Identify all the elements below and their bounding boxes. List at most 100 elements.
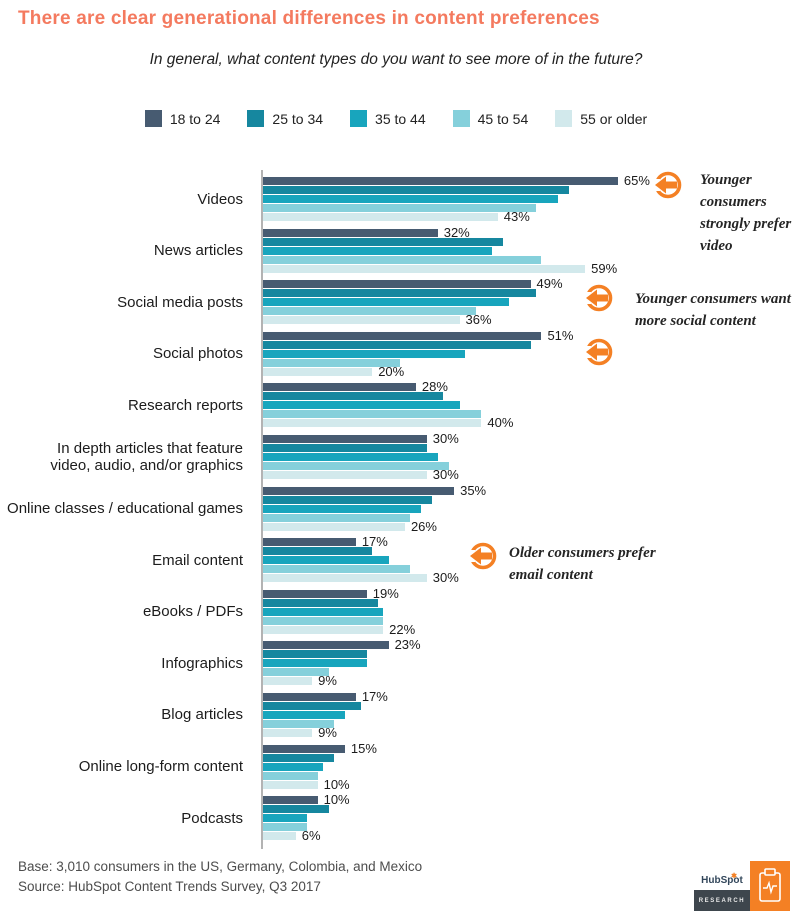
bar-value-label: 17% bbox=[361, 688, 388, 704]
bar-55-or-older bbox=[263, 419, 482, 428]
bar-group: 15% 10% bbox=[263, 742, 377, 792]
bar-55-or-older bbox=[263, 832, 296, 841]
legend-label: 55 or older bbox=[580, 110, 648, 127]
bar-25-to-34 bbox=[263, 340, 531, 349]
bar-18-to-24 bbox=[263, 331, 542, 340]
bar-group: 23% 9% bbox=[263, 637, 421, 687]
bar-value-label: 40% bbox=[487, 415, 514, 431]
legend-item: 35 to 44 bbox=[350, 110, 426, 127]
bar-line: 36% bbox=[263, 313, 563, 326]
bar-55-or-older bbox=[263, 574, 427, 583]
bar-18-to-24 bbox=[263, 280, 531, 289]
bar-line bbox=[263, 710, 388, 719]
bar-group: 19% 22% bbox=[263, 585, 416, 637]
bar-line bbox=[263, 358, 573, 367]
circle-arrow-left-icon bbox=[653, 170, 683, 200]
category-label: eBooks / PDFs bbox=[0, 603, 252, 620]
legend-item: 25 to 34 bbox=[247, 110, 323, 127]
bar-35-to-44 bbox=[263, 349, 466, 358]
chart-legend: 18 to 24 25 to 34 35 to 44 45 to 54 55 or ol… bbox=[0, 110, 792, 127]
bar-line: 30% bbox=[263, 432, 459, 445]
bar-group: 32% 59% bbox=[263, 226, 618, 276]
bar-line bbox=[263, 650, 421, 659]
bar-value-label: 23% bbox=[394, 637, 421, 653]
bar-55-or-older bbox=[263, 367, 373, 376]
legend-item: 18 to 24 bbox=[144, 110, 220, 127]
bar-line: 9% bbox=[263, 674, 421, 687]
category-group: Social photos 51% 20% bbox=[0, 329, 792, 378]
bar-25-to-34 bbox=[263, 753, 334, 762]
bar-line bbox=[263, 443, 459, 452]
bar-line bbox=[263, 401, 513, 410]
bar-45-to-54 bbox=[263, 307, 476, 316]
bar-55-or-older bbox=[263, 780, 318, 789]
annotation-social: Younger consumers want more social conte… bbox=[635, 291, 791, 329]
bar-line: 22% bbox=[263, 621, 416, 637]
bar-group: 51% 20% bbox=[263, 329, 573, 378]
bar-line bbox=[263, 452, 459, 461]
bar-18-to-24 bbox=[263, 589, 367, 598]
category-group: eBooks / PDFs 19% 22% bbox=[0, 585, 792, 637]
bar-35-to-44 bbox=[263, 298, 509, 307]
circle-arrow-left-icon bbox=[468, 541, 498, 571]
bar-line: 15% bbox=[263, 742, 377, 755]
bar-line: 10% bbox=[263, 776, 377, 792]
bar-line: 10% bbox=[263, 793, 350, 806]
category-label: Podcasts bbox=[0, 810, 252, 827]
bar-line: 59% bbox=[263, 260, 618, 276]
bar-55-or-older bbox=[263, 316, 460, 325]
hubspot-research-logo: HubSpot ✱ RESEARCH bbox=[694, 861, 790, 911]
bar-line bbox=[263, 461, 459, 470]
bar-line bbox=[263, 298, 563, 307]
category-label-text: Podcasts bbox=[181, 809, 243, 827]
bar-25-to-34 bbox=[263, 598, 378, 607]
bar-line bbox=[263, 659, 421, 668]
bar-18-to-24 bbox=[263, 228, 438, 237]
bar-value-label: 22% bbox=[389, 621, 416, 637]
bar-value-label: 59% bbox=[591, 260, 618, 276]
bar-line bbox=[263, 607, 415, 616]
bar-45-to-54 bbox=[263, 668, 329, 677]
bar-group: 17% 30% bbox=[263, 535, 459, 584]
bar-line bbox=[263, 805, 350, 814]
bar-line: 9% bbox=[263, 726, 388, 739]
category-label-text: Social photos bbox=[152, 345, 243, 363]
category-label: Research reports bbox=[0, 397, 252, 414]
bar-line: 17% bbox=[263, 535, 459, 548]
bar-25-to-34 bbox=[263, 237, 504, 246]
bar-line bbox=[263, 701, 388, 710]
bar-value-label: 43% bbox=[503, 209, 530, 224]
bar-group: 30% 30% bbox=[263, 432, 459, 481]
category-label: Infographics bbox=[0, 655, 252, 672]
bar-line bbox=[263, 814, 350, 823]
bar-line bbox=[263, 204, 650, 212]
logo-brand-label: HubSpot bbox=[701, 875, 743, 886]
category-label-text: Blog articles bbox=[161, 706, 243, 724]
bar-value-label: 19% bbox=[372, 585, 399, 601]
annotation-video: Younger consumers strongly prefer video bbox=[700, 172, 792, 254]
bar-line bbox=[263, 410, 513, 419]
bar-line: 17% bbox=[263, 688, 388, 704]
category-group: Videos 65% 43% bbox=[0, 174, 792, 224]
category-group: Social media posts 49% 36% bbox=[0, 277, 792, 326]
bar-55-or-older bbox=[263, 264, 586, 273]
bar-line: 30% bbox=[263, 571, 459, 584]
bar-35-to-44 bbox=[263, 246, 493, 255]
bar-line bbox=[263, 616, 415, 625]
bar-line bbox=[263, 753, 377, 762]
legend-swatch bbox=[555, 110, 573, 127]
bar-line bbox=[263, 771, 377, 780]
bar-group: 35% 26% bbox=[263, 484, 486, 533]
bar-45-to-54 bbox=[263, 771, 318, 780]
category-label-text: News articles bbox=[153, 242, 243, 260]
category-label-text: Social media posts bbox=[117, 293, 243, 311]
bar-line bbox=[263, 349, 573, 358]
bar-value-label: 10% bbox=[323, 776, 350, 792]
hubspot-sprocket-icon: ✱ bbox=[731, 873, 737, 880]
bar-line bbox=[263, 565, 459, 574]
bar-chart: Videos 65% 43% News articles 32% 59% Social me… bbox=[0, 174, 792, 848]
chart-subtitle: In general, what content types do you wa… bbox=[149, 51, 643, 68]
bar-25-to-34 bbox=[263, 186, 569, 194]
bar-18-to-24 bbox=[263, 434, 427, 443]
bar-25-to-34 bbox=[263, 805, 329, 814]
